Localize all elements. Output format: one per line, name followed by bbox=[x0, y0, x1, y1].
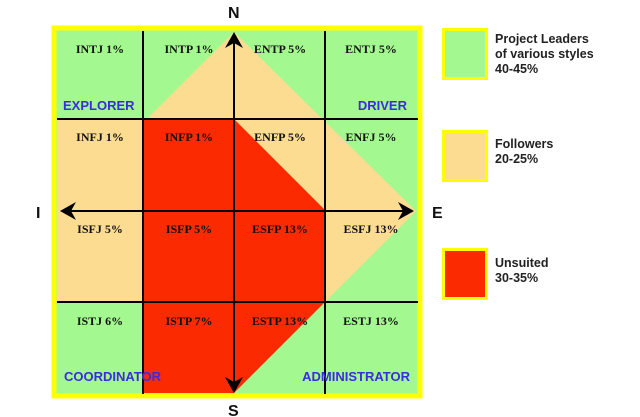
arrow-south-icon bbox=[225, 377, 243, 393]
arrow-east-icon bbox=[398, 202, 414, 220]
axis-label-east: E bbox=[432, 205, 443, 222]
legend-text: Followers bbox=[495, 137, 554, 151]
grid-lines bbox=[57, 31, 418, 394]
type-cell-infj: INFJ 1% bbox=[76, 130, 124, 144]
role-administrator: ADMINISTRATOR bbox=[302, 369, 410, 384]
type-cell-istj: ISTJ 6% bbox=[77, 314, 123, 328]
axis-label-west: I bbox=[36, 205, 40, 222]
legend-swatch-leaders bbox=[442, 28, 488, 80]
type-cell-estp: ESTP 13% bbox=[252, 314, 308, 328]
type-cell-estj: ESTJ 13% bbox=[343, 314, 399, 328]
legend-text: 40-45% bbox=[495, 62, 539, 76]
legend-followers: Followers 20-25% bbox=[495, 137, 553, 167]
arrow-west-icon bbox=[60, 202, 76, 220]
type-cell-enfj: ENFJ 5% bbox=[346, 130, 397, 144]
type-cell-entj: ENTJ 5% bbox=[345, 42, 397, 56]
type-cell-esfj: ESFJ 13% bbox=[343, 222, 398, 236]
legend-unsuited: Unsuited 30-35% bbox=[495, 256, 548, 286]
legend-text: Project Leaders bbox=[495, 32, 589, 46]
legend-swatch-unsuited bbox=[442, 248, 488, 300]
type-cell-intj: INTJ 1% bbox=[76, 42, 124, 56]
axis-label-north: N bbox=[228, 5, 240, 22]
role-driver: DRIVER bbox=[358, 98, 408, 113]
type-cell-infp: INFP 1% bbox=[165, 130, 213, 144]
legend-text: Unsuited bbox=[495, 256, 549, 270]
type-cell-istp: ISTP 7% bbox=[165, 314, 212, 328]
role-explorer: EXPLORER bbox=[63, 98, 135, 113]
type-cell-intp: INTP 1% bbox=[164, 42, 213, 56]
axis-label-south: S bbox=[228, 403, 239, 417]
role-coordinator: COORDINATOR bbox=[64, 369, 162, 384]
type-cell-entp: ENTP 5% bbox=[254, 42, 306, 56]
legend-text: 30-35% bbox=[495, 271, 539, 285]
arrow-north-icon bbox=[225, 32, 243, 48]
legend-swatch-followers bbox=[442, 130, 488, 182]
legend-leaders: Project Leaders of various styles 40-45% bbox=[495, 32, 594, 77]
legend-text: of various styles bbox=[495, 47, 594, 61]
type-cell-enfp: ENFP 5% bbox=[254, 130, 306, 144]
type-cell-esfp: ESFP 13% bbox=[252, 222, 308, 236]
type-cell-isfj: ISFJ 5% bbox=[77, 222, 123, 236]
legend-text: 20-25% bbox=[495, 152, 539, 166]
type-cell-isfp: ISFP 5% bbox=[166, 222, 212, 236]
